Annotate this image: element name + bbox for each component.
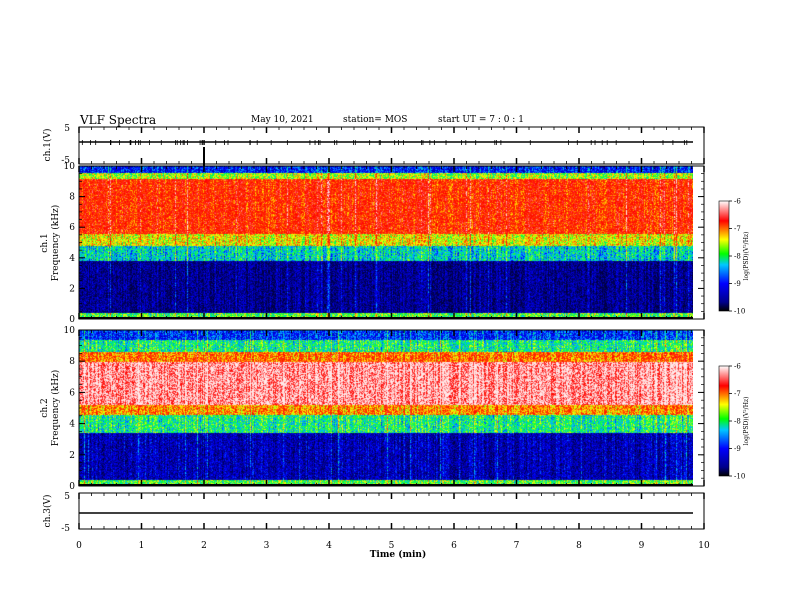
figure-title: VLF Spectra [80, 113, 157, 127]
ch1-spectrogram-blank-strip [693, 166, 704, 319]
ch2-ytick-label: 2 [69, 451, 75, 461]
ch1-ytick-top: 5 [64, 124, 70, 134]
ch1-spectrogram-baseline [79, 317, 693, 319]
x-tick-label: 3 [264, 541, 270, 551]
x-tick-label: 1 [139, 541, 145, 551]
ch1-waveform-frame [78, 126, 705, 165]
ch1-ytick-bottom: -5 [61, 156, 70, 166]
ch1-ytick-label: 2 [69, 284, 75, 294]
ch2-spectrogram-baseline [79, 484, 693, 486]
ch1-ylabel-line1: ch.1 [40, 233, 50, 252]
x-tick-label: 8 [576, 541, 582, 551]
ch1-colorbar [718, 200, 730, 312]
x-tick-label: 7 [514, 541, 520, 551]
ch2-spectrogram-panel: 0 2 4 6 8 10 ch.2 Frequency (kHz) -6 -7 -8 -9 -10… [40, 326, 750, 492]
x-tick-label: 10 [698, 541, 710, 551]
ch1-ylabel-line2: Frequency (kHz) [50, 205, 61, 282]
ch1-colorbar-tick-label: -10 [734, 308, 745, 316]
x-tick-label: 6 [451, 541, 457, 551]
ch2-spectrogram-blank-strip [693, 330, 704, 486]
ch1-waveform-panel: 5 -5 ch.1(V) [42, 124, 705, 172]
ch2-ylabel-line2: Frequency (kHz) [50, 370, 61, 447]
x-tick-label: 9 [639, 541, 645, 551]
ch2-spectrogram-image [79, 330, 693, 486]
x-tick-label: 2 [201, 541, 207, 551]
ch3-ytick-top: 5 [64, 492, 70, 502]
ch1-colorbar-tick-label: -8 [734, 253, 741, 261]
ch1-spectrogram-panel: 0 2 4 6 8 10 ch.1 Frequency (kHz) -6 -7 -8 -9 -10… [40, 162, 750, 325]
ch2-ylabel-line1: ch.2 [40, 398, 50, 417]
ch1-ytick-label: 0 [69, 315, 75, 325]
ch2-ytick-label: 6 [69, 388, 75, 398]
ch2-colorbar-tick-label: -8 [734, 418, 741, 426]
ch1-colorbar-tick-label: -6 [734, 198, 741, 206]
ch2-colorbar-tick-label: -10 [734, 473, 745, 481]
x-tick-label: 0 [76, 541, 82, 551]
ch2-colorbar [718, 365, 730, 477]
ch2-ytick-label: 4 [69, 420, 75, 430]
date-label: May 10, 2021 [251, 115, 314, 125]
ch3-waveform-panel: 5 -5 ch.3(V) 0 1 2 3 4 5 6 7 8 9 10 Time (min) [42, 492, 710, 560]
x-tick-label: 5 [389, 541, 395, 551]
ch2-ytick-label: 0 [69, 482, 75, 492]
ch1-ytick-label: 10 [64, 162, 76, 172]
ch2-ytick-label: 10 [64, 326, 76, 336]
ch2-colorbar-tick-label: -9 [734, 445, 741, 453]
ch2-colorbar-label: log(PSD)(V²/Hz) [743, 397, 750, 446]
ch1-colorbar-label: log(PSD)(V²/Hz) [743, 232, 750, 281]
ch1-waveform-ylabel: ch.1(V) [42, 129, 53, 162]
station-label: station= MOS [343, 115, 408, 125]
ch1-ytick-label: 6 [69, 223, 75, 233]
ch3-ytick-bottom: -5 [61, 524, 70, 534]
ch2-colorbar-tick-label: -7 [734, 390, 741, 398]
ch3-waveform-ylabel: ch.3(V) [42, 495, 53, 528]
x-tick-label: 4 [326, 541, 332, 551]
ch1-ytick-label: 8 [69, 193, 75, 203]
start-time-label: start UT = 7 : 0 : 1 [438, 115, 524, 125]
ch2-ytick-label: 8 [69, 357, 75, 367]
ch1-ytick-label: 4 [69, 254, 75, 264]
ch1-colorbar-tick-label: -7 [734, 225, 741, 233]
x-axis-label: Time (min) [370, 549, 427, 560]
ch2-colorbar-tick-label: -6 [734, 363, 741, 371]
ch1-colorbar-tick-label: -9 [734, 280, 741, 288]
ch1-spectrogram-image [79, 166, 693, 319]
